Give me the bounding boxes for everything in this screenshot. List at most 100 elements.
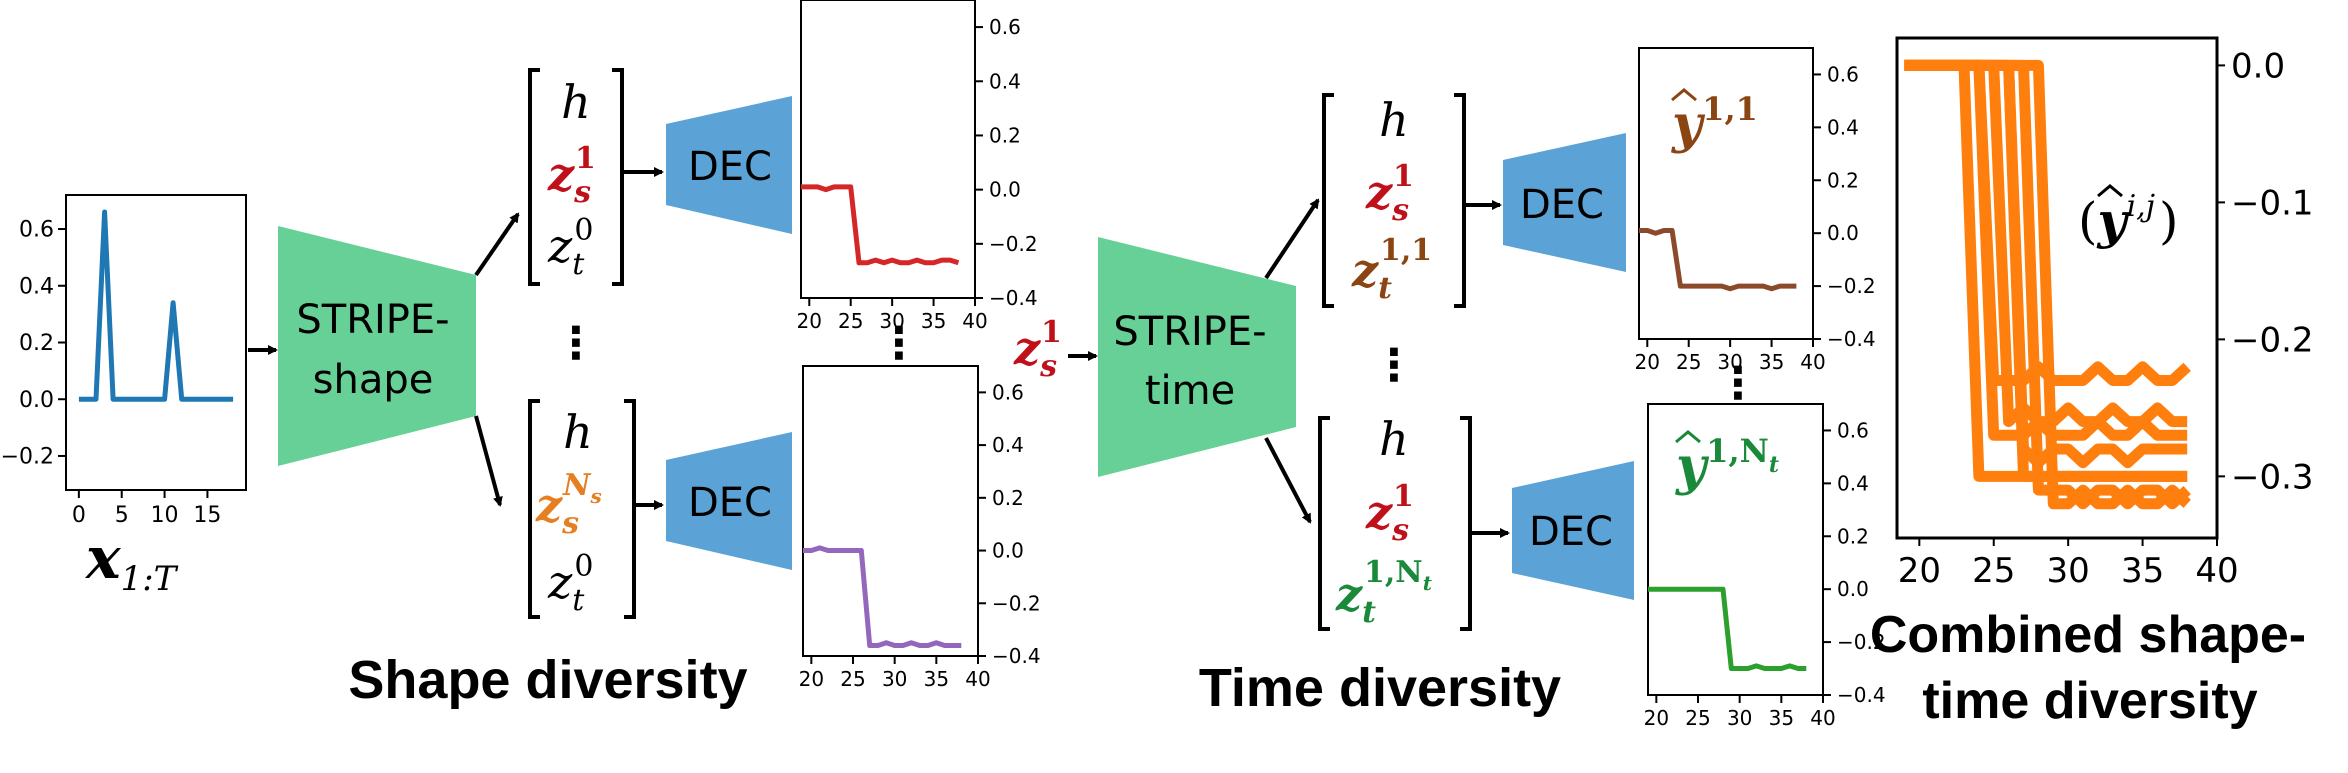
bracket-left <box>1322 93 1334 308</box>
plot-time-sample-1nt: 0.6 0.4 0.2 0.0 −0.2 −0.4 20 25 30 35 40 y1,Nt <box>1644 403 1886 730</box>
caption-combined-1: Combined shape- <box>1870 606 2306 664</box>
caption-shape-diversity: Shape diversity <box>348 650 747 710</box>
hat-11 <box>1671 88 1697 102</box>
x-tick-label: 25 <box>840 667 865 691</box>
dec-time-top-trapezoid <box>1503 133 1626 272</box>
plot-time-sample-11: 0.6 0.4 0.2 0.0 −0.2 −0.4 20 25 30 35 40 y1,1 <box>1635 47 1876 374</box>
plot-c-y-ticks: 0.6 0.4 0.2 0.0 −0.2 −0.4 <box>1813 62 1876 351</box>
caption-time-diversity: Time diversity <box>1199 658 1561 718</box>
x-tick-label: 35 <box>1759 350 1784 374</box>
x-tick-label: 40 <box>962 309 987 333</box>
dec-shape-top-trapezoid <box>666 96 792 234</box>
y-tick-label: −0.3 <box>2231 457 2314 497</box>
x-tick-label: 25 <box>838 309 863 333</box>
plot-combined-x-ticks: 20 25 30 35 40 <box>1898 538 2239 591</box>
bracket-left <box>528 68 540 286</box>
latent-z-s-1: zs1 <box>1365 479 1414 548</box>
bracket-right <box>1454 93 1466 308</box>
y-tick-label: 0.0 <box>992 539 1024 563</box>
y-tick-label: −0.4 <box>992 644 1041 668</box>
y-tick-label: 0.6 <box>992 380 1024 404</box>
label-y-hat-ij: (yi,j) <box>2078 189 2179 250</box>
plot-a-line <box>801 184 960 266</box>
y-tick-label: 0.4 <box>1837 471 1869 495</box>
x-tick-label: 40 <box>965 667 990 691</box>
x-tick-label: 40 <box>1800 350 1825 374</box>
shape-latent-top: h zs1 zt0 <box>528 68 624 286</box>
plot-b-y-ticks: 0.6 0.4 0.2 0.0 −0.2 −0.4 <box>978 380 1041 668</box>
dec-time-bottom-trapezoid <box>1512 461 1634 600</box>
y-tick-label: 0.4 <box>19 274 54 299</box>
x-tick-label: 10 <box>151 503 179 528</box>
stripe-time-label-1: STRIPE- <box>1113 309 1266 355</box>
y-tick-label: 0.0 <box>989 178 1021 202</box>
label-y-hat-1nt: y1,Nt <box>1675 432 1779 497</box>
stripe-shape-encoder: STRIPE- shape <box>278 226 476 466</box>
x-tick-label: 30 <box>882 667 907 691</box>
y-tick-label: 0.2 <box>19 331 54 356</box>
y-tick-label: −0.4 <box>1837 683 1886 707</box>
plot-shape-sample-ns: 0.6 0.4 0.2 0.0 −0.2 −0.4 20 25 30 35 40 <box>799 365 1041 691</box>
x-tick-label: 35 <box>924 667 949 691</box>
shape-latent-bottom: h zsNs zt0 <box>528 399 636 619</box>
x-tick-label: 30 <box>879 309 904 333</box>
dec-time-top-label: DEC <box>1520 182 1604 228</box>
caption-combined-2: time diversity <box>1922 672 2257 730</box>
series-line-shape-sample-ns <box>803 545 962 648</box>
x-tick-label: 5 <box>115 503 129 528</box>
plot-b-x-ticks: 20 25 30 35 40 <box>799 656 991 691</box>
series-line-input-series <box>78 209 234 402</box>
y-tick-label: 0.6 <box>1827 62 1859 86</box>
y-tick-label: 0.4 <box>992 433 1024 457</box>
y-tick-label: −0.2 <box>1837 630 1886 654</box>
stripe-time-trapezoid <box>1098 237 1296 477</box>
stripe-time-encoder: STRIPE- time <box>1098 237 1296 477</box>
x-tick-label: 30 <box>1717 350 1742 374</box>
x-tick-label: 35 <box>2121 551 2164 591</box>
dec-shape-bottom-label: DEC <box>688 480 772 526</box>
ellipsis-time-plot: ⋮ <box>1716 358 1760 409</box>
latent-z-s-1: zs1 <box>547 141 596 210</box>
plot-combined: 0.0 −0.1 −0.2 −0.3 20 25 30 35 40 (yi,j) <box>1895 36 2314 591</box>
bracket-right <box>612 68 624 286</box>
y-tick-label: 0.0 <box>19 388 54 413</box>
ellipsis-time-latent: ⋮ <box>1372 340 1416 391</box>
input-series-line <box>78 209 234 402</box>
dec-shape-bottom-trapezoid <box>666 432 792 570</box>
plot-b-line <box>803 545 962 648</box>
dec-time-top: DEC <box>1503 133 1626 272</box>
label-y-hat-11: y1,1 <box>1671 90 1758 155</box>
ellipsis-shape-plot: ⋮ <box>877 318 921 369</box>
arrow-shape-up <box>474 212 520 277</box>
x-tick-label: 40 <box>2195 551 2238 591</box>
x-tick-label: 35 <box>921 309 946 333</box>
series-line-s8 <box>1904 59 2188 482</box>
plot-c-x-ticks: 20 25 30 35 40 <box>1635 339 1826 374</box>
bracket-right <box>1460 416 1472 631</box>
series-line-time-sample-11 <box>1639 228 1797 292</box>
x-tick-label: 40 <box>1810 706 1835 730</box>
latent-z-s-ns: zsNs <box>535 468 602 541</box>
plot-a-frame <box>800 0 976 299</box>
y-tick-label: 0.2 <box>1837 524 1869 548</box>
plot-d-y-ticks: 0.6 0.4 0.2 0.0 −0.2 −0.4 <box>1823 418 1886 707</box>
latent-z-t-11: zt1,1 <box>1351 233 1432 306</box>
x-tick-label: 25 <box>1685 706 1710 730</box>
stripe-time-label-2: time <box>1145 368 1235 414</box>
plot-c-frame <box>1638 47 1814 340</box>
y-tick-label: 0.2 <box>989 123 1021 147</box>
stripe-shape-label-1: STRIPE- <box>296 297 449 343</box>
y-tick-label: −0.2 <box>1 445 54 470</box>
y-tick-label: 0.6 <box>1837 418 1869 442</box>
y-tick-label: 0.6 <box>19 218 54 243</box>
latent-z-t-0: zt0 <box>547 549 593 618</box>
input-plot-frame <box>65 194 247 491</box>
plot-c-line <box>1639 228 1797 292</box>
y-tick-label: 0.4 <box>989 69 1021 93</box>
y-tick-label: −0.2 <box>1827 274 1876 298</box>
x-tick-label: 20 <box>799 667 824 691</box>
hat-1nt <box>1675 430 1701 444</box>
y-tick-label: 0.0 <box>2231 46 2285 86</box>
y-tick-label: −0.2 <box>989 232 1038 256</box>
